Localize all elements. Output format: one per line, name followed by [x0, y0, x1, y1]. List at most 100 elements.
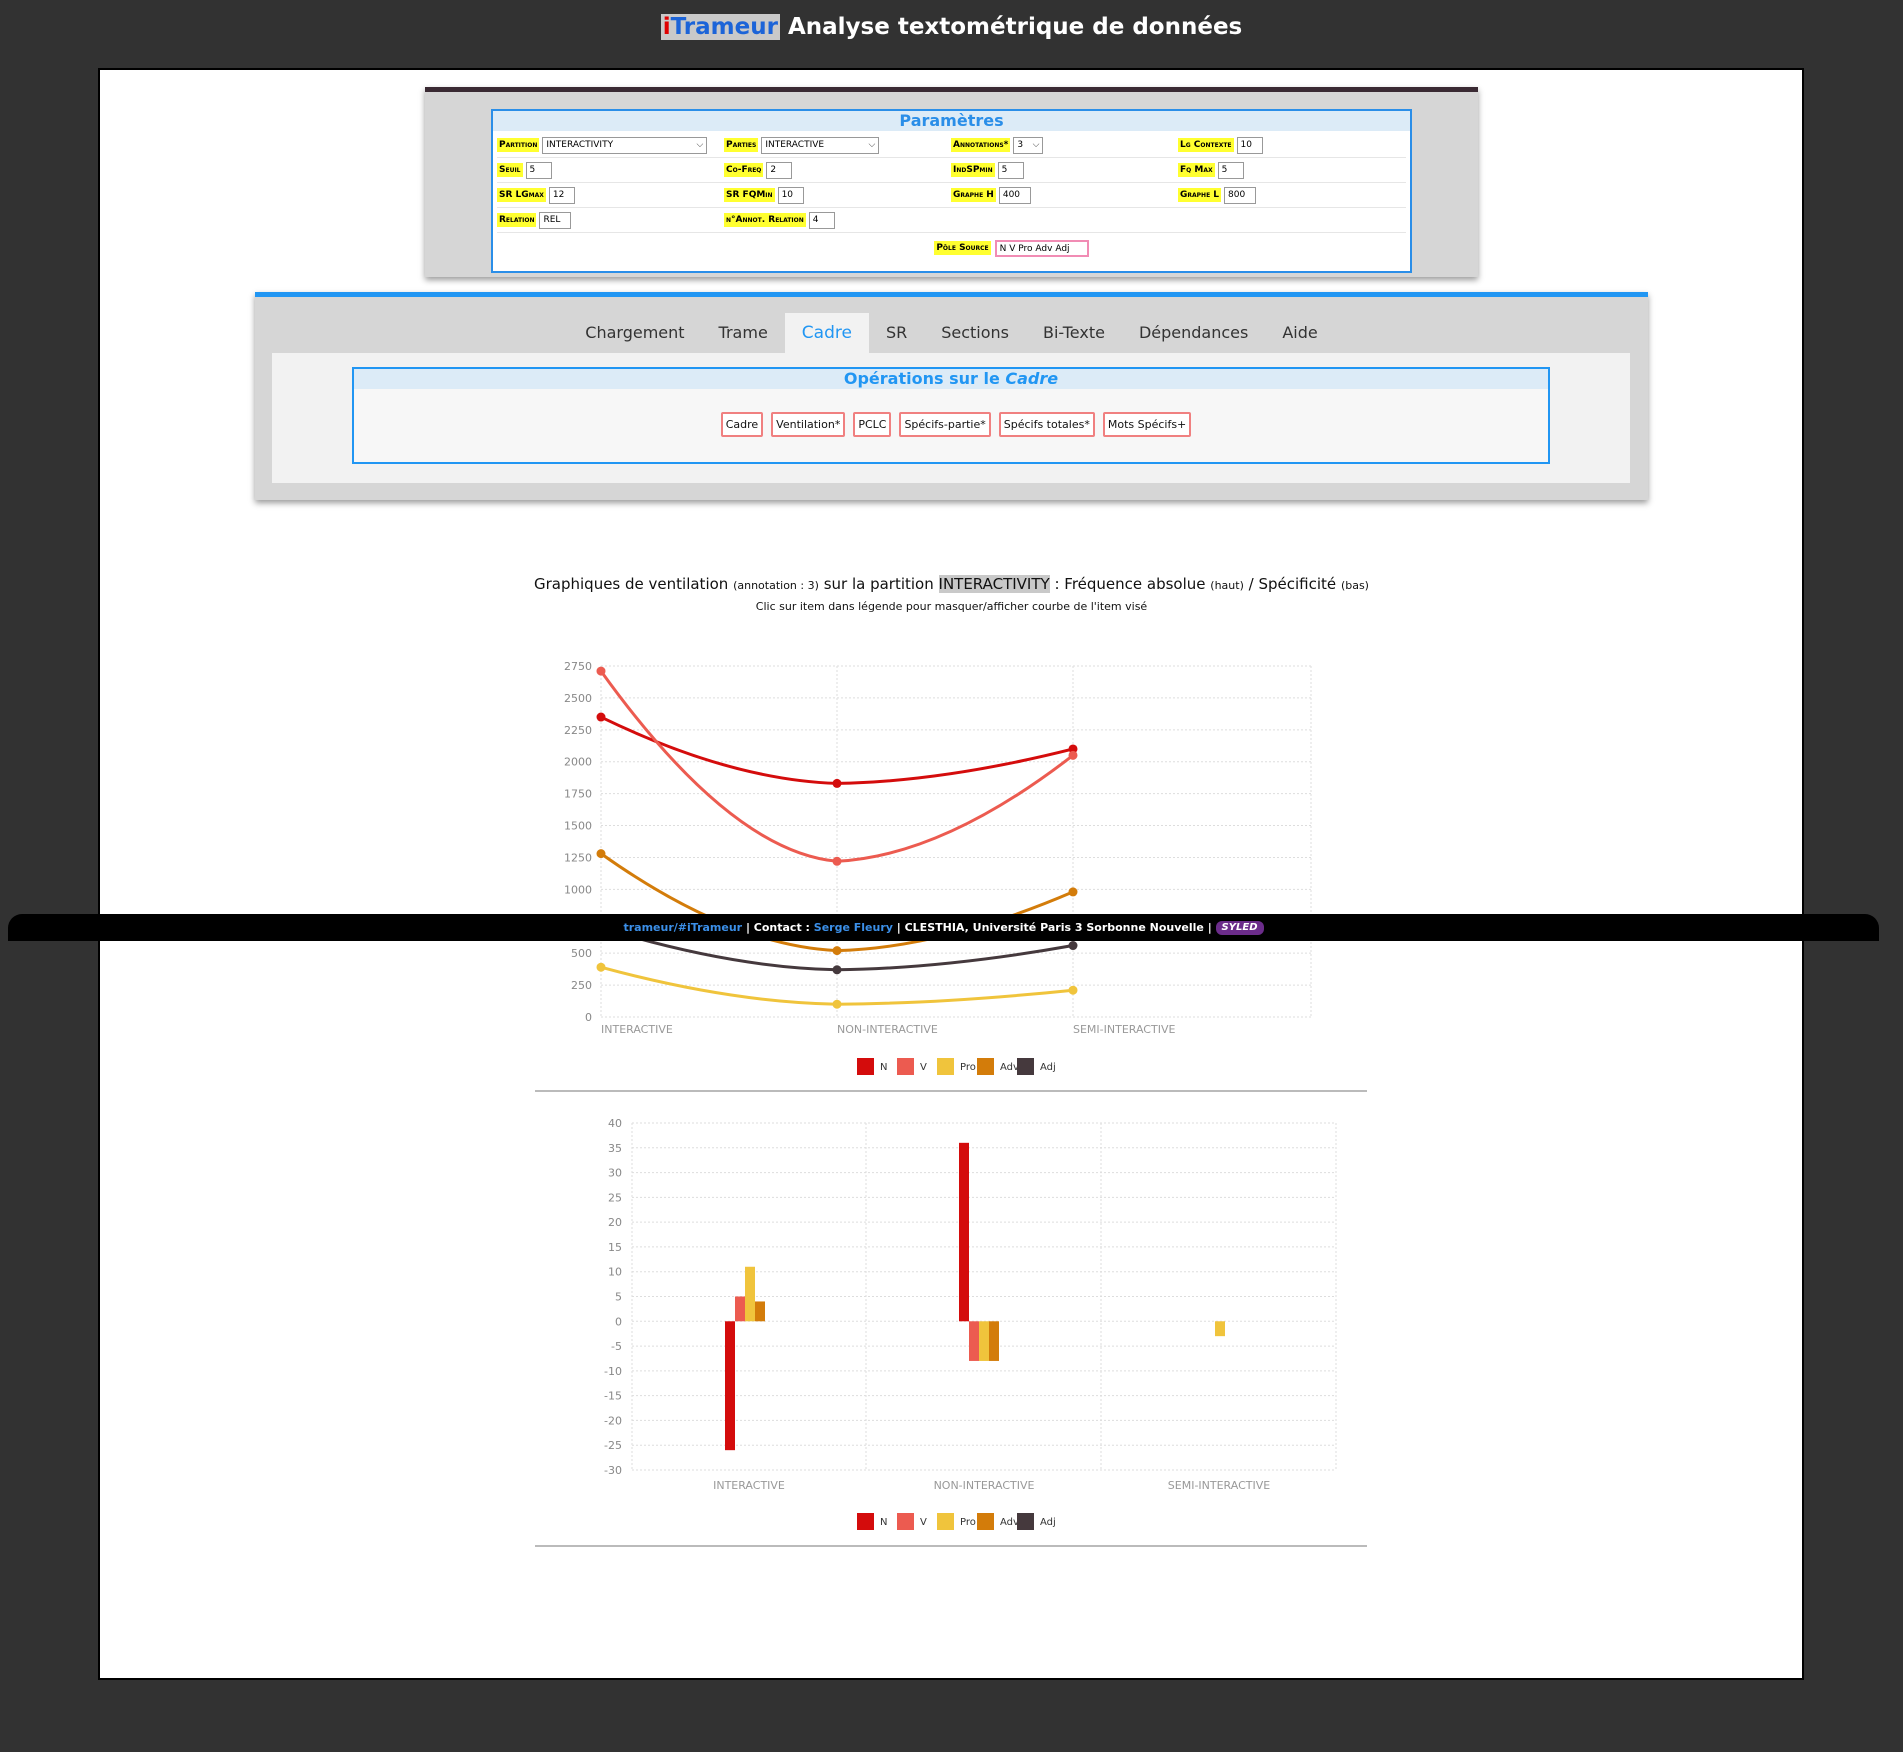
line-point-v	[832, 856, 842, 866]
co-freq-input[interactable]: 2	[766, 161, 793, 179]
tab-aide[interactable]: Aide	[1282, 323, 1318, 342]
bar-chart-ytick: -10	[604, 1365, 622, 1378]
line-chart-ytick: 2250	[564, 724, 592, 737]
parameters-row: Partition INTERACTIVITY ⌵ Parties INTERACTIV…	[497, 133, 1406, 158]
line-chart-ytick: 0	[585, 1011, 592, 1024]
legend-swatch-adv[interactable]	[977, 1058, 994, 1075]
parties-select[interactable]: INTERACTIVE ⌵	[761, 136, 880, 154]
chart-divider-top	[535, 1090, 1367, 1092]
mots-specifs-button[interactable]: Mots Spécifs+	[1102, 412, 1192, 437]
tab-trame[interactable]: Trame	[718, 323, 768, 342]
legend-swatch-pro[interactable]	[937, 1058, 954, 1075]
line-chart-ytick: 2000	[564, 756, 592, 769]
parameters-cell: Annotations* 3 ⌵	[951, 133, 1178, 157]
parameters-cell: Lg Contexte 10	[1178, 133, 1405, 157]
line-point-n	[1068, 744, 1078, 754]
seuil-input[interactable]: 5	[525, 161, 552, 179]
bar-chart-ytick: 35	[608, 1142, 622, 1155]
bar-chart-ytick: -25	[604, 1439, 622, 1452]
tab-content: Opérations sur le Cadre Cadre Ventilation…	[272, 353, 1630, 483]
bar-chart-ytick: 20	[608, 1216, 622, 1229]
line-point-v	[596, 666, 606, 676]
tab-cadre[interactable]: Cadre	[784, 313, 869, 353]
parameters-cell: IndSPmin 5	[951, 158, 1178, 182]
footer-link-trameur[interactable]: trameur/#iTrameur	[623, 921, 743, 934]
line-point-adj	[832, 965, 842, 975]
bar-chart-ytick: 15	[608, 1241, 622, 1254]
legend-label-adv[interactable]: Adv	[1000, 1062, 1019, 1073]
graphe-h-input[interactable]: 400	[998, 186, 1031, 204]
specifs-totales-button[interactable]: Spécifs totales*	[998, 412, 1095, 437]
legend-label-pro[interactable]: Pro	[960, 1062, 976, 1073]
tab-sr[interactable]: SR	[885, 323, 908, 342]
cadre-button[interactable]: Cadre	[720, 412, 764, 437]
pclc-button[interactable]: PCLC	[853, 412, 892, 437]
sr-lgmax-input[interactable]: 12	[548, 186, 575, 204]
legend-label-n[interactable]: N	[880, 1517, 887, 1528]
line-chart-xtick: SEMI-INTERACTIVE	[1073, 1023, 1175, 1036]
ventilation-button[interactable]: Ventilation*	[771, 412, 846, 437]
operations-box: Opérations sur le Cadre Cadre Ventilation…	[352, 367, 1550, 464]
relation-label: Relation	[497, 213, 537, 227]
n-annot-relation-input[interactable]: 4	[808, 211, 835, 229]
legend-swatch-adj[interactable]	[1017, 1058, 1034, 1075]
parameters-cell: Parties INTERACTIVE ⌵	[724, 133, 951, 157]
bar-chart-ytick: -15	[604, 1390, 622, 1403]
bar-chart-ytick: 25	[608, 1191, 622, 1204]
legend-label-v[interactable]: V	[920, 1517, 927, 1528]
graphe-l-label: Graphe L	[1178, 188, 1222, 202]
legend-swatch-v[interactable]	[897, 1513, 914, 1530]
sr-lgmax-label: SR LGmax	[497, 188, 546, 202]
line-chart-ytick: 250	[571, 979, 592, 992]
tab-sections[interactable]: Sections	[941, 323, 1009, 342]
parameters-cell: Co-Freq 2	[724, 158, 951, 182]
fq-max-input[interactable]: 5	[1217, 161, 1244, 179]
lg-contexte-label: Lg Contexte	[1178, 138, 1234, 152]
lg-contexte-input[interactable]: 10	[1236, 136, 1263, 154]
pole-source-input[interactable]: N V Pro Adv Adj	[994, 239, 1089, 257]
parameters-grid: Partition INTERACTIVITY ⌵ Parties INTERACTIV…	[493, 131, 1410, 235]
legend-swatch-n[interactable]	[857, 1513, 874, 1530]
legend-swatch-v[interactable]	[897, 1058, 914, 1075]
pole-source-row: Pôle Source N V Pro Adv Adj	[493, 235, 1410, 261]
legend-swatch-adj[interactable]	[1017, 1513, 1034, 1530]
legend-label-adj[interactable]: Adj	[1040, 1517, 1056, 1528]
bar-chart-ytick: 5	[615, 1291, 622, 1304]
bar-pro	[1215, 1321, 1225, 1337]
parameters-cell: Graphe L 800	[1178, 183, 1405, 207]
app-subtitle: Analyse textométrique de données	[787, 14, 1243, 40]
specifs-partie-button[interactable]: Spécifs-partie*	[899, 412, 991, 437]
operations-title: Opérations sur le Cadre	[354, 369, 1548, 389]
footer-link-contact[interactable]: Serge Fleury	[813, 921, 893, 934]
tab-bi-texte[interactable]: Bi-Texte	[1043, 323, 1105, 342]
line-point-pro	[596, 962, 606, 972]
graphe-l-input[interactable]: 800	[1224, 186, 1257, 204]
legend-label-adj[interactable]: Adj	[1040, 1062, 1056, 1073]
parameters-row: Seuil 5 Co-Freq 2 IndSPmin 5 Fq Max 5	[497, 158, 1406, 183]
app-header: iTrameur Analyse textométrique de donnée…	[0, 14, 1903, 40]
tab-dependances[interactable]: Dépendances	[1138, 323, 1249, 342]
annotations-select[interactable]: 3 ⌵	[1013, 136, 1044, 154]
line-chart-ytick: 1000	[564, 883, 592, 896]
relation-input[interactable]: REL	[539, 211, 572, 229]
sr-fqmin-input[interactable]: 10	[777, 186, 804, 204]
brand-logo[interactable]: iTrameur	[660, 14, 780, 40]
tab-chargement[interactable]: Chargement	[585, 323, 685, 342]
bar-n	[725, 1321, 735, 1451]
partition-select[interactable]: INTERACTIVITY ⌵	[542, 136, 708, 154]
legend-swatch-adv[interactable]	[977, 1513, 994, 1530]
legend-label-n[interactable]: N	[880, 1062, 887, 1073]
indspmin-input[interactable]: 5	[997, 161, 1024, 179]
syled-logo[interactable]: SYLED	[1215, 921, 1264, 935]
legend-swatch-pro[interactable]	[937, 1513, 954, 1530]
legend-label-pro[interactable]: Pro	[960, 1517, 976, 1528]
bar-adv	[989, 1321, 999, 1361]
parameters-cell: Fq Max 5	[1178, 158, 1405, 182]
legend-label-v[interactable]: V	[920, 1062, 927, 1073]
legend-label-adv[interactable]: Adv	[1000, 1517, 1019, 1528]
legend-swatch-n[interactable]	[857, 1058, 874, 1075]
line-chart-ytick: 1500	[564, 820, 592, 833]
line-chart-ytick: 2750	[564, 660, 592, 673]
fq-max-label: Fq Max	[1178, 163, 1215, 177]
